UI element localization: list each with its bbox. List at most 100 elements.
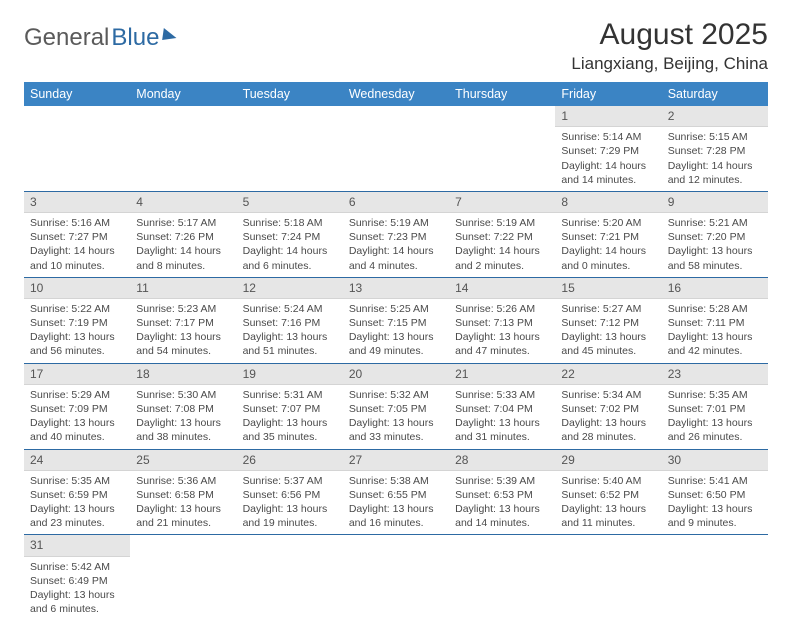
daylight-text: Daylight: 13 hours and 35 minutes. xyxy=(243,416,337,444)
weekday-header: Saturday xyxy=(662,82,768,106)
sunrise-text: Sunrise: 5:17 AM xyxy=(136,216,230,230)
calendar-day-cell: 13Sunrise: 5:25 AMSunset: 7:15 PMDayligh… xyxy=(343,277,449,363)
day-number: 11 xyxy=(130,278,236,299)
sunrise-text: Sunrise: 5:32 AM xyxy=(349,388,443,402)
calendar-day-cell: 29Sunrise: 5:40 AMSunset: 6:52 PMDayligh… xyxy=(555,449,661,535)
sunset-text: Sunset: 6:58 PM xyxy=(136,488,230,502)
sunset-text: Sunset: 7:01 PM xyxy=(668,402,762,416)
sunrise-text: Sunrise: 5:38 AM xyxy=(349,474,443,488)
daylight-text: Daylight: 14 hours and 10 minutes. xyxy=(30,244,124,272)
calendar-day-cell: 22Sunrise: 5:34 AMSunset: 7:02 PMDayligh… xyxy=(555,363,661,449)
weekday-header: Friday xyxy=(555,82,661,106)
sunrise-text: Sunrise: 5:30 AM xyxy=(136,388,230,402)
day-body: Sunrise: 5:34 AMSunset: 7:02 PMDaylight:… xyxy=(555,385,661,449)
calendar-day-cell: 4Sunrise: 5:17 AMSunset: 7:26 PMDaylight… xyxy=(130,191,236,277)
day-number: 31 xyxy=(24,535,130,556)
logo-text-2: Blue xyxy=(111,24,159,52)
weekday-header: Wednesday xyxy=(343,82,449,106)
sunrise-text: Sunrise: 5:37 AM xyxy=(243,474,337,488)
day-body: Sunrise: 5:33 AMSunset: 7:04 PMDaylight:… xyxy=(449,385,555,449)
daylight-text: Daylight: 13 hours and 51 minutes. xyxy=(243,330,337,358)
sunrise-text: Sunrise: 5:22 AM xyxy=(30,302,124,316)
sunset-text: Sunset: 7:21 PM xyxy=(561,230,655,244)
weekday-header: Monday xyxy=(130,82,236,106)
calendar-day-cell: 14Sunrise: 5:26 AMSunset: 7:13 PMDayligh… xyxy=(449,277,555,363)
sunset-text: Sunset: 7:23 PM xyxy=(349,230,443,244)
day-body: Sunrise: 5:42 AMSunset: 6:49 PMDaylight:… xyxy=(24,557,130,620)
calendar-table: SundayMondayTuesdayWednesdayThursdayFrid… xyxy=(24,82,768,620)
calendar-day-cell: 23Sunrise: 5:35 AMSunset: 7:01 PMDayligh… xyxy=(662,363,768,449)
daylight-text: Daylight: 13 hours and 33 minutes. xyxy=(349,416,443,444)
sunset-text: Sunset: 7:19 PM xyxy=(30,316,124,330)
daylight-text: Daylight: 13 hours and 21 minutes. xyxy=(136,502,230,530)
day-body: Sunrise: 5:35 AMSunset: 6:59 PMDaylight:… xyxy=(24,471,130,535)
sunset-text: Sunset: 7:29 PM xyxy=(561,144,655,158)
day-body: Sunrise: 5:20 AMSunset: 7:21 PMDaylight:… xyxy=(555,213,661,277)
sunrise-text: Sunrise: 5:31 AM xyxy=(243,388,337,402)
calendar-day-cell: 25Sunrise: 5:36 AMSunset: 6:58 PMDayligh… xyxy=(130,449,236,535)
sunrise-text: Sunrise: 5:33 AM xyxy=(455,388,549,402)
sunset-text: Sunset: 6:49 PM xyxy=(30,574,124,588)
day-body: Sunrise: 5:15 AMSunset: 7:28 PMDaylight:… xyxy=(662,127,768,191)
calendar-day-cell: 1Sunrise: 5:14 AMSunset: 7:29 PMDaylight… xyxy=(555,106,661,191)
sunrise-text: Sunrise: 5:16 AM xyxy=(30,216,124,230)
sunset-text: Sunset: 7:15 PM xyxy=(349,316,443,330)
daylight-text: Daylight: 13 hours and 54 minutes. xyxy=(136,330,230,358)
daylight-text: Daylight: 13 hours and 49 minutes. xyxy=(349,330,443,358)
location: Liangxiang, Beijing, China xyxy=(571,54,768,74)
weekday-header: Tuesday xyxy=(237,82,343,106)
day-number: 19 xyxy=(237,364,343,385)
day-number: 25 xyxy=(130,450,236,471)
day-body: Sunrise: 5:24 AMSunset: 7:16 PMDaylight:… xyxy=(237,299,343,363)
calendar-day-cell: 10Sunrise: 5:22 AMSunset: 7:19 PMDayligh… xyxy=(24,277,130,363)
sunset-text: Sunset: 6:55 PM xyxy=(349,488,443,502)
daylight-text: Daylight: 13 hours and 26 minutes. xyxy=(668,416,762,444)
day-body: Sunrise: 5:32 AMSunset: 7:05 PMDaylight:… xyxy=(343,385,449,449)
sunset-text: Sunset: 7:28 PM xyxy=(668,144,762,158)
sunset-text: Sunset: 7:08 PM xyxy=(136,402,230,416)
day-body: Sunrise: 5:36 AMSunset: 6:58 PMDaylight:… xyxy=(130,471,236,535)
sunrise-text: Sunrise: 5:14 AM xyxy=(561,130,655,144)
day-body: Sunrise: 5:14 AMSunset: 7:29 PMDaylight:… xyxy=(555,127,661,191)
sunrise-text: Sunrise: 5:25 AM xyxy=(349,302,443,316)
sunrise-text: Sunrise: 5:35 AM xyxy=(668,388,762,402)
daylight-text: Daylight: 14 hours and 14 minutes. xyxy=(561,159,655,187)
calendar-empty-cell xyxy=(343,535,449,620)
sunrise-text: Sunrise: 5:28 AM xyxy=(668,302,762,316)
day-body: Sunrise: 5:30 AMSunset: 7:08 PMDaylight:… xyxy=(130,385,236,449)
calendar-empty-cell xyxy=(237,106,343,191)
calendar-week-row: 1Sunrise: 5:14 AMSunset: 7:29 PMDaylight… xyxy=(24,106,768,191)
day-number: 26 xyxy=(237,450,343,471)
calendar-day-cell: 21Sunrise: 5:33 AMSunset: 7:04 PMDayligh… xyxy=(449,363,555,449)
calendar-empty-cell xyxy=(555,535,661,620)
day-number: 9 xyxy=(662,192,768,213)
day-number: 4 xyxy=(130,192,236,213)
sunset-text: Sunset: 7:05 PM xyxy=(349,402,443,416)
day-number: 10 xyxy=(24,278,130,299)
daylight-text: Daylight: 13 hours and 40 minutes. xyxy=(30,416,124,444)
day-number: 5 xyxy=(237,192,343,213)
day-number: 16 xyxy=(662,278,768,299)
day-body: Sunrise: 5:35 AMSunset: 7:01 PMDaylight:… xyxy=(662,385,768,449)
day-body: Sunrise: 5:29 AMSunset: 7:09 PMDaylight:… xyxy=(24,385,130,449)
calendar-week-row: 31Sunrise: 5:42 AMSunset: 6:49 PMDayligh… xyxy=(24,535,768,620)
day-number: 24 xyxy=(24,450,130,471)
calendar-day-cell: 6Sunrise: 5:19 AMSunset: 7:23 PMDaylight… xyxy=(343,191,449,277)
day-number: 29 xyxy=(555,450,661,471)
calendar-day-cell: 9Sunrise: 5:21 AMSunset: 7:20 PMDaylight… xyxy=(662,191,768,277)
calendar-day-cell: 17Sunrise: 5:29 AMSunset: 7:09 PMDayligh… xyxy=(24,363,130,449)
sunset-text: Sunset: 7:09 PM xyxy=(30,402,124,416)
calendar-empty-cell xyxy=(130,535,236,620)
day-number: 23 xyxy=(662,364,768,385)
daylight-text: Daylight: 13 hours and 23 minutes. xyxy=(30,502,124,530)
day-body: Sunrise: 5:22 AMSunset: 7:19 PMDaylight:… xyxy=(24,299,130,363)
sunrise-text: Sunrise: 5:40 AM xyxy=(561,474,655,488)
calendar-day-cell: 11Sunrise: 5:23 AMSunset: 7:17 PMDayligh… xyxy=(130,277,236,363)
calendar-day-cell: 26Sunrise: 5:37 AMSunset: 6:56 PMDayligh… xyxy=(237,449,343,535)
day-number: 12 xyxy=(237,278,343,299)
sunrise-text: Sunrise: 5:29 AM xyxy=(30,388,124,402)
calendar-week-row: 10Sunrise: 5:22 AMSunset: 7:19 PMDayligh… xyxy=(24,277,768,363)
daylight-text: Daylight: 14 hours and 6 minutes. xyxy=(243,244,337,272)
day-body: Sunrise: 5:19 AMSunset: 7:22 PMDaylight:… xyxy=(449,213,555,277)
sunrise-text: Sunrise: 5:24 AM xyxy=(243,302,337,316)
